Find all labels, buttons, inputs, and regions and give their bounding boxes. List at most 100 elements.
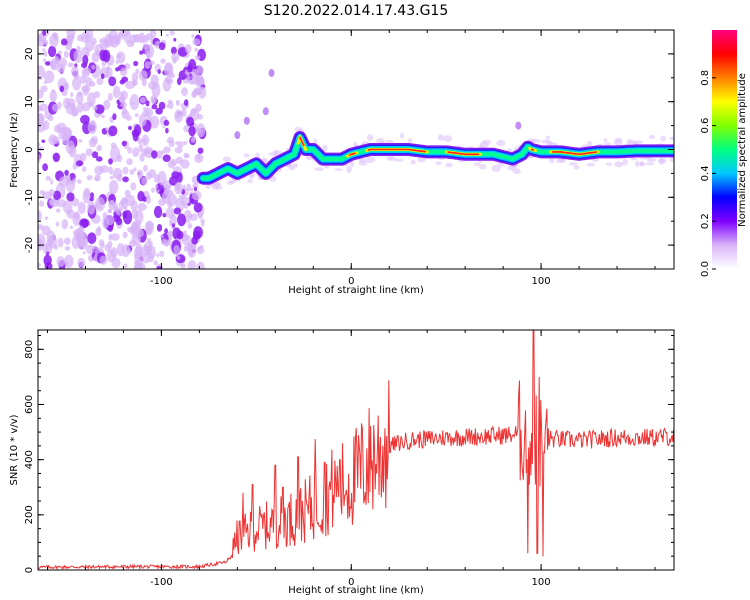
spectrogram-noise-blob xyxy=(170,72,175,79)
spectrogram-stray-blob xyxy=(234,131,241,140)
spectrogram-noise-blob xyxy=(41,139,46,143)
spectrogram-noise-blob xyxy=(94,174,101,182)
spectrogram-noise-blob xyxy=(66,34,74,43)
spectrogram-noise-blob xyxy=(198,246,202,252)
spectrogram-noise-blob xyxy=(75,91,84,105)
spectrogram-noise-blob xyxy=(125,194,136,207)
colorbar-label: Normalized spectral amplitude xyxy=(737,73,748,227)
spectrogram-noise-blob xyxy=(180,159,190,169)
spectrogram-halo-blob xyxy=(261,157,267,162)
spectrogram-noise-blob xyxy=(57,237,64,248)
spectrogram-noise-blob xyxy=(177,213,186,227)
spectrogram-halo-blob xyxy=(586,140,593,148)
spectrogram-noise-blob xyxy=(157,69,161,75)
spectrogram-noise-blob xyxy=(110,233,120,241)
spectrogram-noise-blob xyxy=(115,67,120,72)
spectrogram-noise-blob xyxy=(138,174,142,180)
spectrogram-noise-blob xyxy=(59,85,65,93)
spectrogram-noise-blob xyxy=(130,182,137,191)
spectrogram-noise-blob xyxy=(72,76,82,91)
spectrogram-noise-blob xyxy=(156,150,163,159)
spectrogram-x-tick-label: -100 xyxy=(150,276,173,287)
spectrogram-halo-blob xyxy=(437,134,444,142)
spectrogram-noise-blob xyxy=(197,147,204,154)
spectrogram-halo-blob xyxy=(512,168,521,175)
spectrogram-y-tick-label: -10 xyxy=(24,189,35,205)
spectrogram-noise-blob xyxy=(159,250,165,258)
spectrogram-noise-blob xyxy=(196,261,205,269)
spectrogram-noise-blob xyxy=(156,266,162,269)
spectrogram-noise-blob xyxy=(108,166,113,175)
spectrogram-noise-blob xyxy=(193,202,203,213)
spectrogram-halo-blob xyxy=(443,135,453,142)
spectrogram-halo-blob xyxy=(294,126,302,132)
spectrogram-noise-blob xyxy=(73,211,80,221)
spectrogram-ridge-peak xyxy=(348,152,356,156)
spectrogram-noise-blob xyxy=(56,256,65,267)
spectrogram-noise-blob xyxy=(149,60,155,66)
spectrogram-stray-blob xyxy=(243,116,250,125)
spectrogram-x-label: Height of straight line (km) xyxy=(288,285,424,296)
spectrogram-noise-blob xyxy=(64,169,69,176)
spectrogram-noise-blob xyxy=(194,47,199,52)
spectrogram-noise-blob xyxy=(187,64,193,73)
spectrogram-ridge-peak xyxy=(447,151,480,156)
spectrogram-noise-blob xyxy=(183,141,188,145)
spectrogram-noise-blob xyxy=(42,191,52,200)
spectrogram-noise-blob xyxy=(133,263,143,269)
spectrogram-noise-blob xyxy=(76,101,84,113)
spectrogram-noise-blob xyxy=(53,32,59,41)
spectrogram-noise-blob xyxy=(162,154,171,162)
spectrogram-noise-blob xyxy=(141,134,150,147)
spectrogram-noise-blob xyxy=(58,176,69,188)
spectrogram-noise-blob xyxy=(96,144,102,152)
spectrogram-halo-blob xyxy=(222,156,231,162)
spectrogram-noise-blob xyxy=(80,218,90,228)
spectrogram-noise-blob xyxy=(132,147,140,158)
spectrogram-noise-blob xyxy=(187,260,197,269)
spectrogram-noise-blob xyxy=(167,230,173,237)
spectrogram-noise-blob xyxy=(101,60,106,67)
spectrogram-noise-blob xyxy=(51,89,55,93)
spectrogram-noise-blob xyxy=(64,246,71,251)
spectrogram-noise-blob xyxy=(93,91,101,99)
spectrogram-x-tick-label: 100 xyxy=(532,276,551,287)
spectrogram-noise-blob xyxy=(193,226,204,239)
spectrogram-noise-blob xyxy=(145,100,150,107)
spectrogram-noise-blob xyxy=(164,228,169,234)
spectrogram-noise-blob xyxy=(134,113,139,118)
spectrogram-noise-blob xyxy=(87,232,97,244)
spectrogram-noise-blob xyxy=(156,253,160,258)
spectrogram-noise-blob xyxy=(55,221,60,227)
spectrogram-noise-blob xyxy=(194,186,197,192)
spectrogram-noise-blob xyxy=(84,30,94,42)
spectrogram-noise-blob xyxy=(83,187,91,199)
spectrogram-halo-blob xyxy=(549,142,558,147)
spectrogram-noise-blob xyxy=(38,33,46,47)
spectrogram-noise-blob xyxy=(106,66,110,71)
spectrogram-noise-blob xyxy=(78,139,83,143)
spectrogram-noise-blob xyxy=(128,240,137,247)
spectrogram-noise-blob xyxy=(76,34,84,42)
spectrogram-noise-blob xyxy=(191,190,202,201)
colorbar-tick-label: 0.6 xyxy=(700,118,711,134)
spectrogram-halo-blob xyxy=(247,178,253,184)
spectrogram-noise-blob xyxy=(201,222,205,227)
spectrogram-noise-blob xyxy=(128,125,132,131)
spectrogram-y-tick-label: 20 xyxy=(24,48,35,61)
spectrogram-noise-blob xyxy=(169,30,175,36)
spectrogram-noise-blob xyxy=(163,146,171,154)
spectrogram-halo-blob xyxy=(568,162,578,166)
spectrogram-halo-blob xyxy=(635,160,640,168)
spectrogram-noise-blob xyxy=(177,141,184,149)
spectrogram-noise-blob xyxy=(89,197,94,202)
spectrogram-noise-blob xyxy=(120,30,130,37)
spectrogram-noise-blob xyxy=(138,113,147,127)
spectrogram-noise-blob xyxy=(125,80,135,90)
spectrogram-noise-blob xyxy=(80,114,90,125)
spectrogram-noise-blob xyxy=(123,263,128,268)
spectrogram-noise-blob xyxy=(97,226,101,233)
spectrogram-noise-blob xyxy=(44,61,51,66)
